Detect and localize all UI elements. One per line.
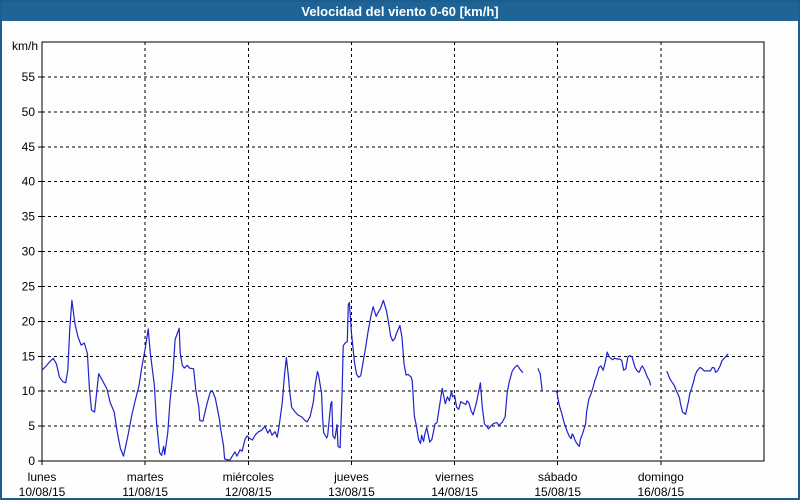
x-day-label: lunes [28,470,57,484]
data-line-segment [41,299,524,461]
data-line-segment [666,353,729,415]
y-tick-label: 5 [28,419,35,433]
y-tick-label: 55 [22,70,36,84]
x-day-label: sábado [538,470,578,484]
x-date-label: 14/08/15 [431,485,478,499]
x-date-label: 13/08/15 [328,485,375,499]
y-tick-label: 35 [22,210,36,224]
x-day-label: viernes [435,470,474,484]
chart-title: Velocidad del viento 0-60 [km/h] [301,4,499,19]
x-day-label: miércoles [223,470,274,484]
data-line-segment [537,368,543,392]
y-tick-label: 0 [28,454,35,468]
y-tick-label: 25 [22,279,36,293]
y-tick-label: 15 [22,349,36,363]
x-day-label: domingo [638,470,684,484]
y-tick-label: 45 [22,140,36,154]
x-date-label: 10/08/15 [19,485,66,499]
y-axis-unit-label: km/h [11,39,38,53]
x-date-label: 11/08/15 [122,485,168,499]
x-day-label: martes [127,470,164,484]
y-tick-label: 30 [22,245,36,259]
x-day-label: jueves [333,470,369,484]
x-date-label: 15/08/15 [534,485,581,499]
x-date-label: 12/08/15 [225,485,272,499]
title-bar: Velocidad del viento 0-60 [km/h] [2,2,798,21]
x-date-label: 16/08/15 [637,485,684,499]
data-line-segment [551,351,652,447]
y-tick-label: 10 [22,384,36,398]
y-tick-label: 50 [22,105,36,119]
y-tick-label: 40 [22,175,36,189]
y-tick-label: 20 [22,314,36,328]
